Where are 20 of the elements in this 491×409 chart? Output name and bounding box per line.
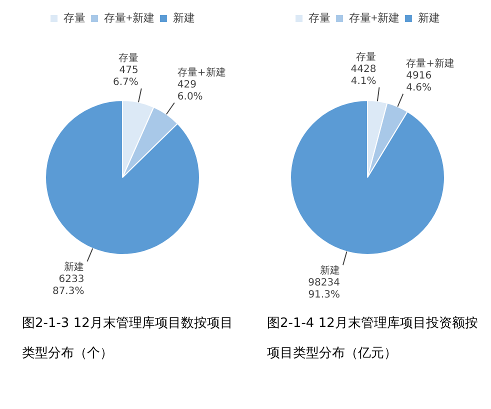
legend-label: 新建 (172, 12, 195, 25)
slice-label: 新建 (64, 260, 84, 273)
legend-label: 存量 (64, 12, 86, 25)
data-label: 98234 91.3% (308, 278, 340, 301)
slice-label: 存量+新建 (406, 57, 455, 70)
data-label: 429 6.0% (177, 79, 203, 102)
data-label: 4428 4.1% (350, 64, 376, 87)
legend-label: 存量+新建 (104, 12, 154, 25)
data-label: 6233 87.3% (52, 274, 84, 297)
slice-label: 存量 (118, 52, 138, 64)
legend-label: 新建 (418, 12, 440, 25)
legend-label: 存量+新建 (349, 12, 400, 25)
slice-label: 新建 (320, 264, 340, 277)
text: 图2-1-4 12月末管理库项目投资额按项目类型分布（亿元） (266, 315, 479, 363)
legend-label: 存量 (308, 12, 331, 25)
slice-label: 存量+新建 (177, 66, 226, 78)
slice-label: 存量 (356, 50, 376, 63)
text: 图2-1-3 12月末管理库项目数按项目类型分布（个） (21, 315, 234, 363)
data-label: 475 6.7% (112, 65, 138, 88)
data-label: 4916 4.6% (406, 70, 432, 94)
